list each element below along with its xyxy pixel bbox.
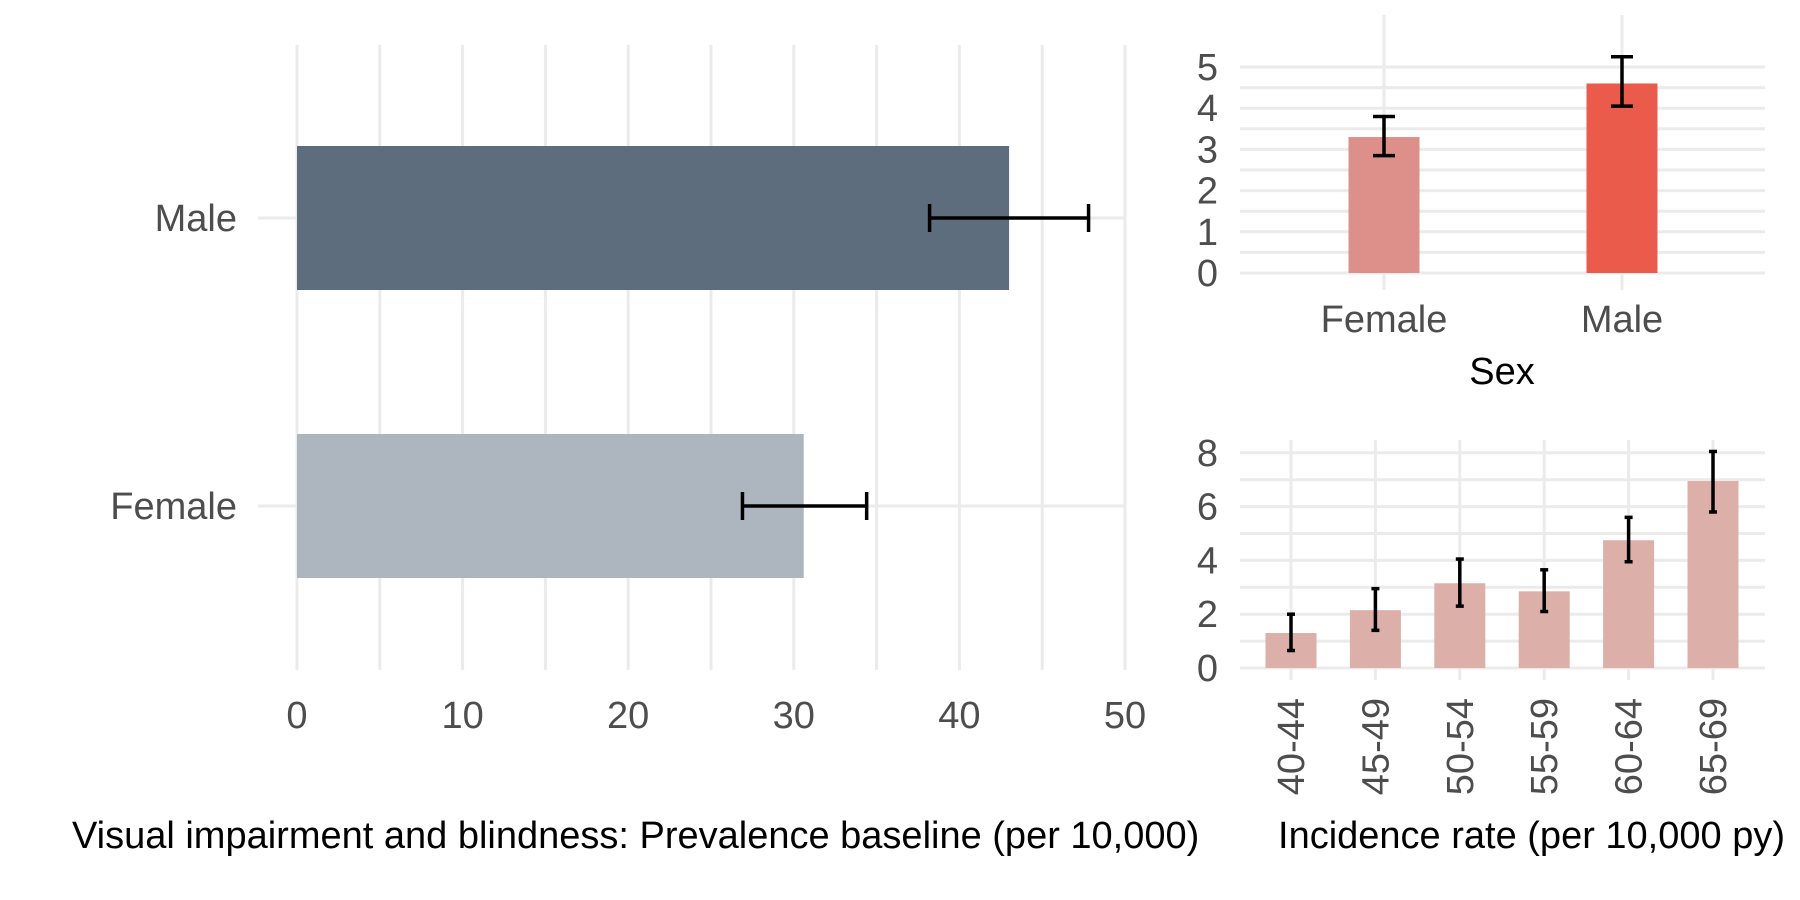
prevalence-x-tick-label: 40 [938,695,980,737]
age-category-label: 55-59 [1524,698,1566,795]
sex-x-axis-title: Sex [1469,351,1534,393]
age-y-tick-label: 6 [1197,487,1218,529]
prevalence-x-tick-label: 30 [773,695,815,737]
prevalence-panel: Male Female 0 10 20 30 40 50 [110,45,1146,737]
sex-y-tick-label: 2 [1197,171,1218,213]
prevalence-x-axis-title: Visual impairment and blindness: Prevale… [72,815,1199,857]
sex-category-label: Male [1581,299,1663,341]
prevalence-bar-female [297,434,804,578]
age-category-label: 45-49 [1355,698,1397,795]
sex-y-tick-label: 0 [1197,253,1218,295]
sex-y-tick-label: 4 [1197,88,1218,130]
incidence-by-age-panel: 40-44 45-49 50-54 55-59 60-64 65-69 0 2 4 6 8 [1197,433,1765,795]
age-y-tick-label: 0 [1197,648,1218,690]
age-category-label: 50-54 [1440,698,1482,795]
prevalence-x-tick-label: 50 [1104,695,1146,737]
prevalence-category-label: Male [155,198,237,240]
sex-y-tick-label: 1 [1197,212,1218,254]
prevalence-x-tick-label: 0 [286,695,307,737]
sex-y-tick-label: 5 [1197,47,1218,89]
age-category-label: 40-44 [1271,698,1313,795]
sex-category-label: Female [1321,299,1448,341]
prevalence-category-label: Female [110,486,237,528]
age-y-tick-label: 8 [1197,433,1218,475]
age-category-label: 65-69 [1693,698,1735,795]
age-category-label: 60-64 [1609,698,1651,795]
incidence-x-axis-title: Incidence rate (per 10,000 py) [1278,815,1785,857]
sex-y-tick-label: 3 [1197,129,1218,171]
age-y-tick-label: 4 [1197,540,1218,582]
prevalence-bar-male [297,146,1010,290]
sex-bar-male [1586,83,1658,273]
prevalence-x-tick-label: 20 [607,695,649,737]
sex-bar-female [1348,137,1420,273]
prevalence-x-tick-label: 10 [441,695,483,737]
age-y-tick-label: 2 [1197,594,1218,636]
